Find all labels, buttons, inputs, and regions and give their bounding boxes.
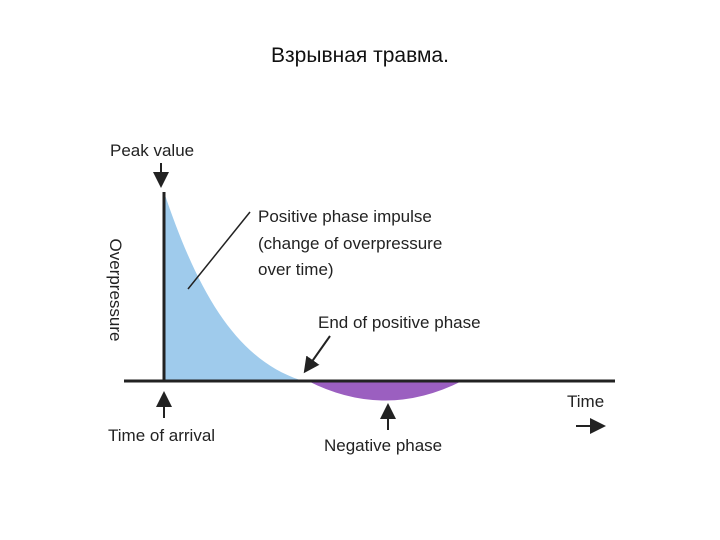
- positive-phase-area: [164, 192, 300, 380]
- x-axis-label: Time: [567, 392, 604, 411]
- diagonal-arrow-icon: [303, 335, 331, 374]
- impulse-label-line-3: over time): [258, 260, 334, 279]
- slide-title: Взрывная травма.: [271, 44, 449, 67]
- impulse-pointer-line: [187, 211, 251, 290]
- impulse-label-line-2: (change of overpressure: [258, 234, 442, 253]
- end-positive-label: End of positive phase: [318, 313, 481, 332]
- arrival-label: Time of arrival: [108, 426, 215, 445]
- y-axis-label: Overpressure: [106, 239, 125, 342]
- peak-value-label: Peak value: [110, 141, 194, 160]
- impulse-label-line-1: Positive phase impulse: [258, 207, 432, 226]
- negative-phase-label: Negative phase: [324, 436, 442, 455]
- negative-phase-area: [308, 381, 462, 401]
